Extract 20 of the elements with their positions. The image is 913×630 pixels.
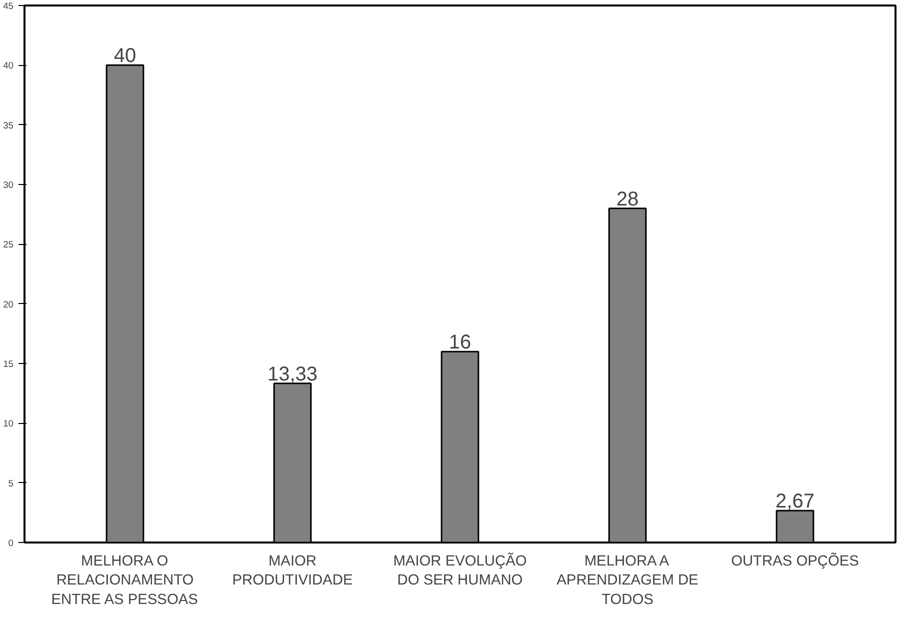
- x-tick-label: OUTRAS OPÇÕES: [731, 552, 860, 570]
- data-label: 13,33: [267, 363, 318, 386]
- y-tick-label: 10: [3, 418, 14, 429]
- y-tick-label: 45: [3, 1, 14, 11]
- y-tick-label: 25: [3, 240, 14, 250]
- x-tick-label: MAIOR EVOLUÇÃO DO SER HUMANO: [393, 552, 527, 589]
- y-tick-label: 20: [3, 299, 14, 310]
- data-label: 28: [616, 188, 639, 210]
- y-tick-label: 30: [3, 180, 14, 190]
- y-tick-label: 40: [3, 60, 14, 71]
- data-label: 2,67: [776, 490, 814, 513]
- y-tick-label: 35: [3, 120, 14, 130]
- y-tick-label: 0: [8, 538, 14, 548]
- data-label: 16: [448, 332, 472, 354]
- data-label: 40: [114, 45, 136, 68]
- x-tick-label: MAIOR PRODUTIVIDADE: [232, 554, 353, 589]
- y-tick-label: 5: [8, 478, 14, 488]
- y-tick-label: 15: [3, 359, 14, 369]
- x-tick-label: MELHORA A APRENDIZAGEM DE TODOS: [556, 554, 699, 608]
- x-tick-label: MELHORA O RELACIONAMENTO ENTRE AS PESSOAS: [51, 554, 198, 608]
